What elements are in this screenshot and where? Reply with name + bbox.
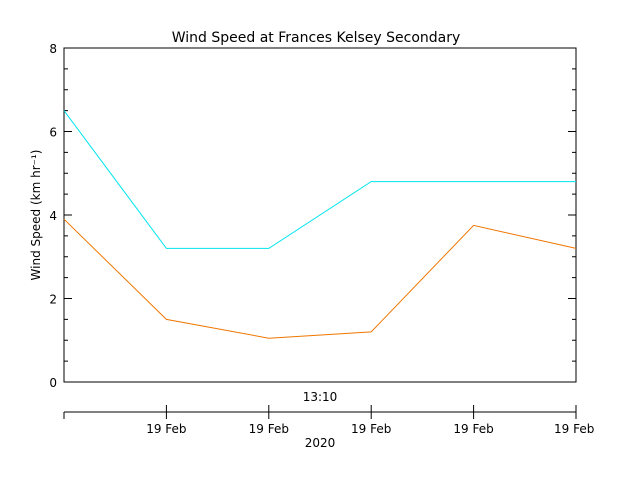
x-tick-label: 19 Feb	[351, 422, 391, 436]
y-axis: 0 2 4 6 8	[49, 42, 576, 390]
y-tick-label: 0	[49, 376, 57, 390]
x-axis: 19 Feb 19 Feb 19 Feb 19 Feb 19 Feb	[63, 405, 594, 436]
y-tick-label: 4	[49, 209, 57, 223]
chart-title: Wind Speed at Frances Kelsey Secondary	[172, 30, 461, 46]
x-tick-label: 19 Feb	[249, 422, 289, 436]
series-layer	[63, 110, 577, 339]
series-line-2	[63, 218, 577, 339]
year-label: 2020	[305, 436, 336, 450]
y-tick-label: 8	[49, 42, 57, 56]
x-tick-label: 19 Feb	[554, 422, 594, 436]
series-line-1	[63, 110, 576, 249]
time-label: 13:10	[303, 390, 338, 404]
x-tick-label: 19 Feb	[146, 422, 186, 436]
y-tick-label: 6	[49, 126, 57, 140]
y-tick-label: 2	[49, 293, 57, 307]
y-axis-label: Wind Speed (km hr⁻¹)	[29, 150, 43, 281]
x-tick-label: 19 Feb	[453, 422, 493, 436]
